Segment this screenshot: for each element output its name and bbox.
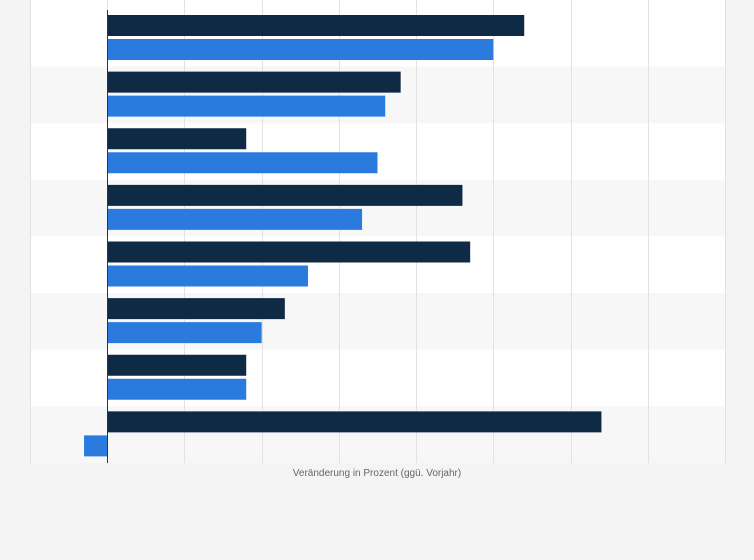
bar: [107, 184, 463, 206]
plot-top-band: [30, 0, 725, 10]
bars: [84, 15, 602, 457]
bar: [107, 265, 308, 287]
x-axis-label: Veränderung in Prozent (ggü. Vorjahr): [292, 468, 462, 479]
bar: [107, 208, 363, 230]
bar: [107, 71, 401, 93]
bar: [107, 39, 494, 60]
bar: [107, 411, 602, 433]
bar: [107, 128, 247, 150]
bar: [107, 298, 285, 320]
bar: [107, 152, 378, 174]
bar: [107, 15, 525, 36]
bar: [107, 354, 247, 376]
bar: [107, 95, 386, 117]
bar: [107, 378, 247, 400]
bar: [107, 322, 262, 344]
bar: [107, 241, 471, 263]
bar: [84, 435, 108, 457]
